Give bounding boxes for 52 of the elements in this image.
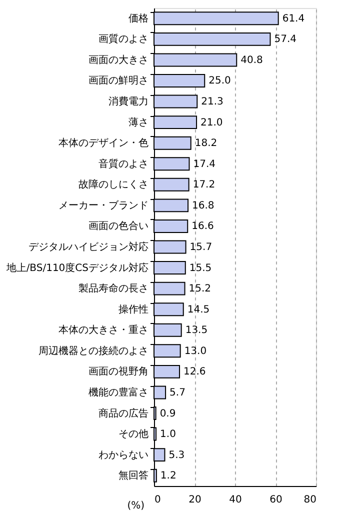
data-label: 12.6: [184, 366, 206, 378]
x-axis-title: (%): [127, 500, 145, 512]
y-tick-label: 周辺機器との接続のよさ: [38, 344, 148, 357]
data-label: 13.5: [185, 325, 208, 336]
data-label: 18.2: [194, 138, 218, 150]
y-tick-label: メーカー・ブランド: [58, 199, 148, 212]
data-label: 21.0: [200, 117, 223, 128]
y-tick-label: 画面の大きさ: [88, 54, 148, 66]
x-tick-label: 60: [270, 494, 282, 506]
data-label: 17.4: [193, 158, 216, 170]
x-tick-label: 80: [304, 494, 316, 506]
data-label: 16.6: [192, 221, 214, 232]
data-label: 17.2: [192, 180, 216, 191]
y-tick-label: 無回答: [118, 470, 148, 482]
data-label: 61.4: [282, 13, 305, 24]
x-tick-label: 0: [154, 494, 161, 506]
y-tick-label: デジタルハイビジョン対応: [28, 241, 148, 253]
data-label: 57.4: [274, 34, 296, 46]
y-tick-label: 消費電力: [108, 96, 148, 108]
data-label: 5.3: [168, 450, 185, 461]
data-label: 14.5: [187, 304, 210, 316]
data-label: 15.7: [190, 242, 212, 253]
y-tick-label: 操作性: [118, 303, 148, 316]
y-tick-label: 画面の鮮明さ: [88, 76, 148, 87]
data-label: 40.8: [240, 54, 263, 66]
x-tick-label: 40: [229, 494, 242, 506]
y-tick-label: 故障のしにくさ: [78, 178, 148, 191]
data-label: 1.2: [160, 470, 176, 482]
data-label: 15.2: [188, 284, 212, 295]
y-tick-label: 商品の広告: [98, 407, 148, 420]
data-label: 21.3: [201, 96, 224, 108]
y-tick-label: 画面の視野角: [88, 366, 148, 378]
y-tick-label: 画質のよさ: [98, 33, 148, 46]
data-label: 0.9: [160, 408, 176, 420]
y-tick-label: その他: [118, 428, 148, 440]
y-tick-label: 本体の大きさ・重さ: [58, 324, 148, 336]
y-tick-label: 機能の豊富さ: [88, 386, 148, 398]
y-tick-label: 本体のデザイン・色: [58, 137, 148, 150]
y-tick-label: 製品寿命の長さ: [78, 282, 148, 295]
data-label: 13.0: [184, 346, 207, 357]
y-tick-label: 画面の色合い: [88, 220, 148, 232]
y-tick-label: 音質のよさ: [98, 158, 148, 170]
x-tick-label: 20: [188, 494, 202, 506]
y-tick-label: 薄さ: [128, 116, 148, 128]
data-label: 5.7: [170, 387, 186, 398]
y-tick-label: 地上/BS/110度CSデジタル対応: [5, 262, 148, 274]
data-label: 1.0: [160, 429, 176, 440]
data-label: 25.0: [208, 76, 231, 87]
data-label: 16.8: [192, 200, 214, 212]
y-tick-label: わからない: [98, 450, 148, 461]
data-label: 15.5: [189, 262, 212, 274]
y-tick-label: 価格: [128, 12, 148, 24]
